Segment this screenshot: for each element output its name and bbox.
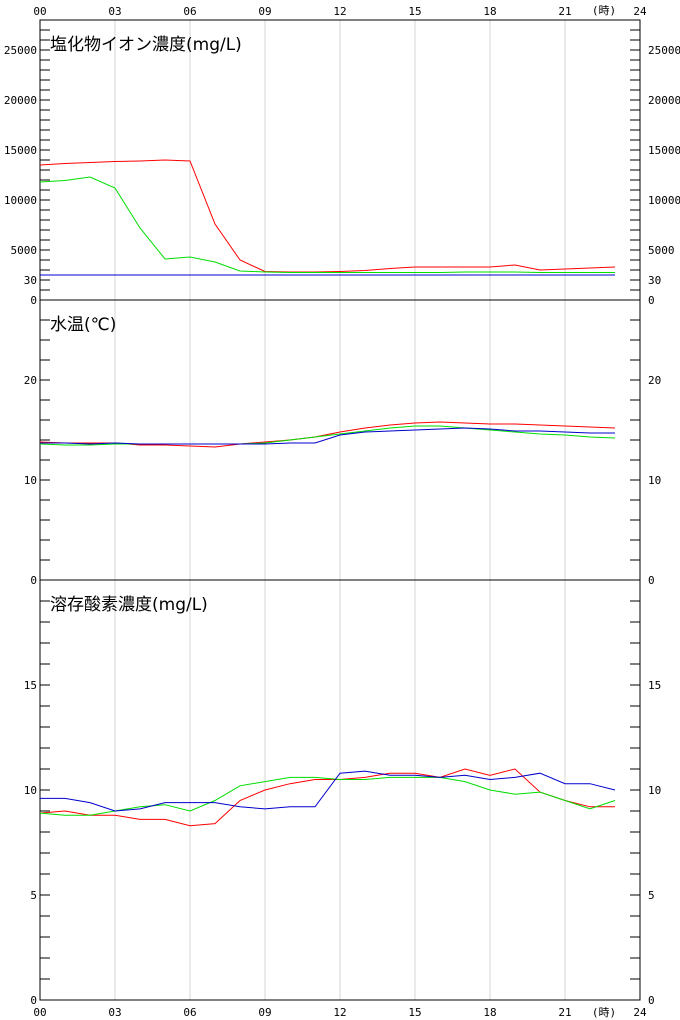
y-tick-label-right: 20000 [648,94,680,107]
y-tick-label-left: 30 [24,274,37,287]
series-line-1 [39,159,616,273]
y-tick-label-right: 20 [648,374,661,387]
y-tick-label-left: 10 [24,474,37,487]
y-tick-label-left: 5 [30,889,37,902]
y-tick-label-right: 25000 [648,44,680,57]
panel-title: 溶存酸素濃度(mg/L) [50,595,208,615]
y-tick-label-right: 10 [648,784,661,797]
x-tick-label-top: 15 [408,5,421,18]
x-tick-label-top: 09 [258,5,271,18]
chart-panel-3: 0 0 5 5 10 10 15 15 溶存酸素濃度(mg/L) [24,579,661,1007]
y-tick-label-right: 15000 [648,144,680,157]
y-tick-label-right: 10000 [648,194,680,207]
series-line-1 [39,421,616,448]
y-tick-label-right: 5000 [648,244,675,257]
panel-title: 塩化物イオン濃度(mg/L) [50,35,242,55]
x-tick-label-bottom: 18 [483,1006,496,1019]
series-line-2 [39,176,615,273]
series-line-1 [39,768,615,827]
y-tick-label-left: 20000 [4,94,37,107]
x-tick-label-bottom: 12 [333,1006,346,1019]
chart-panel-2: 0 0 10 10 20 20 30 30 水温(℃) [24,274,662,587]
y-tick-label-right: 10 [648,474,661,487]
series-line-2 [39,425,616,446]
y-tick-label-left: 10 [24,784,37,797]
y-tick-label-right: 0 [648,574,655,587]
vertical-gridlines [114,20,566,1000]
x-tick-label-bottom: 06 [183,1006,196,1019]
y-tick-label-left: 15 [24,679,37,692]
x-tick-label-top: 00 [33,5,46,18]
x-tick-label-bottom: 21 [558,1006,571,1019]
x-tick-label-bottom: 00 [33,1006,46,1019]
y-tick-label-right: 0 [648,994,655,1007]
y-tick-label-right: 30 [648,274,661,287]
y-tick-label-left: 0 [30,294,37,307]
x-tick-label-bottom: 24 [633,1006,647,1019]
time-unit-label-top: (時) [592,4,616,17]
y-tick-label-left: 20 [24,374,37,387]
x-tick-label-bottom: 03 [108,1006,121,1019]
y-tick-label-left: 0 [30,994,37,1007]
y-tick-label-right: 0 [648,294,655,307]
y-tick-label-left: 5000 [11,244,38,257]
panel-frame [39,579,641,1001]
chart-panel-1: 0 0 5000 5000 10000 10000 15000 15000 20000 20000… [4,19,680,307]
x-tick-label-top: 18 [483,5,496,18]
y-tick-label-left: 0 [30,574,37,587]
y-tick-label-left: 15000 [4,144,37,157]
y-tick-label-right: 15 [648,679,661,692]
x-tick-label-top: 21 [558,5,571,18]
x-tick-label-top: 03 [108,5,121,18]
series-line-3 [40,770,616,812]
y-tick-label-right: 5 [648,889,655,902]
x-tick-label-bottom: 09 [258,1006,271,1019]
panel-title: 水温(℃) [50,315,116,335]
series-line-3 [40,427,615,445]
time-axis: 000003030606090912121515181821212424(時)(… [33,4,647,1019]
x-tick-label-top: 06 [183,5,196,18]
x-tick-label-top: 24 [633,5,647,18]
y-tick-label-left: 25000 [4,44,37,57]
x-tick-label-bottom: 15 [408,1006,421,1019]
x-tick-label-top: 12 [333,5,346,18]
y-tick-label-left: 10000 [4,194,37,207]
series-line-2 [39,776,616,816]
time-unit-label-bottom: (時) [592,1006,616,1019]
